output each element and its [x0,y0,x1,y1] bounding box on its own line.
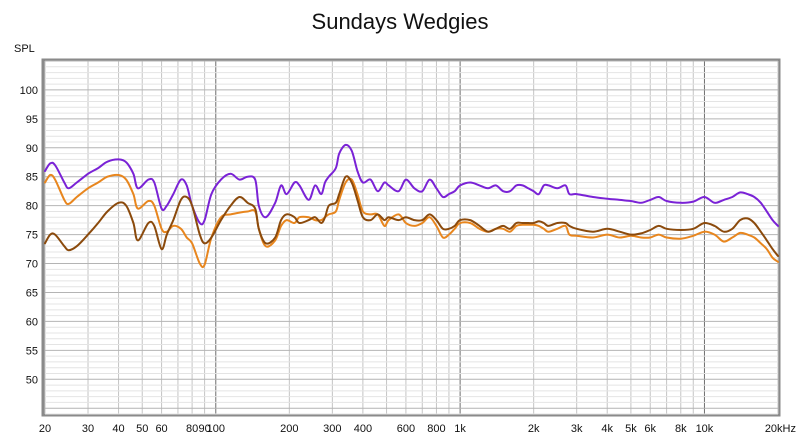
grid-lines [44,60,779,415]
x-tick-label: 5k [625,423,637,435]
x-tick-label: 4k [601,423,613,435]
x-tick-label: 30 [82,423,94,435]
x-tick-label: 200 [280,423,298,435]
y-tick-label: 60 [26,316,38,328]
x-tick-label: 300 [323,423,341,435]
x-tick-label: 100 [207,423,225,435]
y-tick-label: 70 [26,259,38,271]
y-tick-label: 75 [26,230,38,242]
x-tick-label: 2k [528,423,540,435]
x-tick-label: 1k [454,423,466,435]
y-tick-label: 50 [26,374,38,386]
y-tick-labels: 50 55 60 65 70 75 80 85 90 95 100 [20,85,38,386]
y-axis-label: SPL [14,43,35,55]
x-tick-label: 50 [136,423,148,435]
series-group [44,143,779,269]
x-tick-label: 600 [397,423,415,435]
x-tick-label: 20kHz [765,423,796,435]
x-tick-label: 6k [644,423,656,435]
x-tick-label: 10k [696,423,714,435]
y-tick-label: 90 [26,143,38,155]
x-tick-label: 80 [186,423,198,435]
series-line-1 [44,143,779,227]
x-tick-label: 3k [571,423,583,435]
y-tick-label: 95 [26,114,38,126]
series-line-3 [44,175,779,257]
x-tick-label: 90 [198,423,210,435]
y-tick-label: 100 [20,85,38,97]
x-tick-label: 800 [427,423,445,435]
chart-title: Sundays Wedgies [312,9,489,34]
y-tick-label: 55 [26,345,38,357]
x-tick-label: 400 [354,423,372,435]
y-tick-label: 80 [26,201,38,213]
x-tick-label: 8k [675,423,687,435]
x-tick-label: 40 [112,423,124,435]
x-tick-label: 60 [155,423,167,435]
x-tick-label: 20 [39,423,51,435]
y-tick-label: 85 [26,172,38,184]
y-tick-label: 65 [26,287,38,299]
